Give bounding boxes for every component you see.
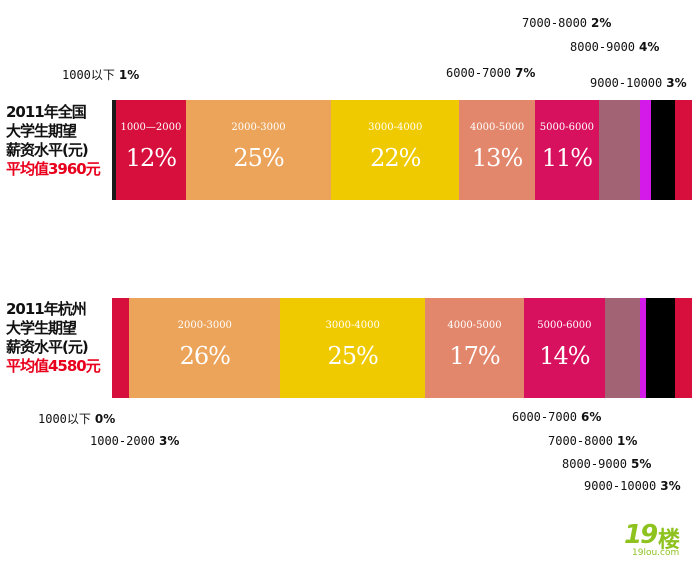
logo-url: 19lou.com <box>632 548 680 558</box>
bar-segment: 2000-3000 25% <box>185 100 332 200</box>
chart1-stacked-bar: 1000—2000 12% 2000-3000 25% 3000-4000 22% 4000… <box>112 100 692 200</box>
segment-percent-label: 14% <box>539 342 590 370</box>
chart1-callout-8000-9000: 8000-9000 4% <box>570 40 660 54</box>
segment-range-label: 2000-3000 <box>231 122 286 133</box>
chart1-callout-6000-7000: 6000-7000 7% <box>446 66 536 80</box>
chart2-callout-9000-10000: 9000-10000 3% <box>584 479 681 493</box>
segment-range-label: 4000-5000 <box>469 122 525 133</box>
segment-range-label: 2000-3000 <box>177 320 232 331</box>
bar-segment <box>645 298 675 398</box>
bar-segment: 5000-6000 11% <box>534 100 599 200</box>
chart2-title-line: 薪资水平(元) <box>6 338 89 356</box>
logo-number: 19 <box>624 520 658 550</box>
bar-segment <box>112 298 130 398</box>
chart1-callout-7000-8000: 7000-8000 2% <box>522 16 612 30</box>
chart2-callout-6000-7000: 6000-7000 6% <box>512 410 602 424</box>
segment-percent-label: 12% <box>125 144 177 172</box>
chart1-title-line: 薪资水平(元) <box>6 141 89 159</box>
segment-percent-label: 17% <box>449 342 500 370</box>
bar-segment: 2000-3000 26% <box>129 298 281 398</box>
segment-range-label: 4000-5000 <box>447 320 502 331</box>
bar-segment: 1000—2000 12% <box>116 100 186 200</box>
bar-segment: 3000-4000 25% <box>280 298 426 398</box>
bar-segment: 5000-6000 14% <box>523 298 605 398</box>
bar-segment <box>674 100 692 200</box>
segment-range-label: 5000-6000 <box>539 122 595 133</box>
segment-range-label: 3000-4000 <box>325 320 380 331</box>
chart2-callout-7000-8000: 7000-8000 1% <box>548 434 638 448</box>
segment-percent-label: 25% <box>233 144 284 172</box>
segment-range-label: 1000—2000 <box>120 122 182 133</box>
bar-segment: 3000-4000 22% <box>331 100 460 200</box>
segment-percent-label: 13% <box>471 144 523 172</box>
logo-word: 楼 <box>658 528 681 553</box>
chart1-callout-1000-below: 1000以下 1% <box>62 68 140 82</box>
bar-segment <box>112 100 116 200</box>
chart2-title: 2011年杭州 大学生期望 薪资水平(元) 平均值4580元 <box>6 300 110 376</box>
chart2-average-label: 平均值4580元 <box>6 357 101 375</box>
bar-segment: 4000-5000 13% <box>459 100 535 200</box>
bar-segment <box>605 298 640 398</box>
bar-segment <box>651 100 675 200</box>
chart2-callout-8000-9000: 8000-9000 5% <box>562 457 652 471</box>
bar-segment <box>639 298 646 398</box>
chart2-title-line: 2011年杭州 <box>6 300 87 318</box>
chart1-callout-9000-10000: 9000-10000 3% <box>590 76 687 90</box>
chart2-callout-1000-below: 1000以下 0% <box>38 412 116 426</box>
segment-percent-label: 26% <box>179 342 231 370</box>
chart1-title-line: 大学生期望 <box>6 122 77 140</box>
segment-percent-label: 22% <box>370 144 421 172</box>
segment-range-label: 5000-6000 <box>537 320 592 331</box>
segment-range-label: 3000-4000 <box>368 122 423 133</box>
bar-segment: 4000-5000 17% <box>425 298 524 398</box>
chart1-title: 2011年全国 大学生期望 薪资水平(元) 平均值3960元 <box>6 103 110 179</box>
bar-segment <box>639 100 652 200</box>
bar-segment <box>674 298 692 398</box>
chart2-stacked-bar: 2000-3000 26% 3000-4000 25% 4000-5000 17% 5000… <box>112 298 692 398</box>
chart1-average-label: 平均值3960元 <box>6 160 101 178</box>
chart2-title-line: 大学生期望 <box>6 319 77 337</box>
bar-segment <box>598 100 640 200</box>
19lou-logo: 19 楼 19lou.com <box>624 520 694 560</box>
chart1-title-line: 2011年全国 <box>6 103 87 121</box>
segment-percent-label: 25% <box>327 342 379 370</box>
segment-percent-label: 11% <box>541 144 593 172</box>
chart2-callout-1000-2000: 1000-2000 3% <box>90 434 180 448</box>
